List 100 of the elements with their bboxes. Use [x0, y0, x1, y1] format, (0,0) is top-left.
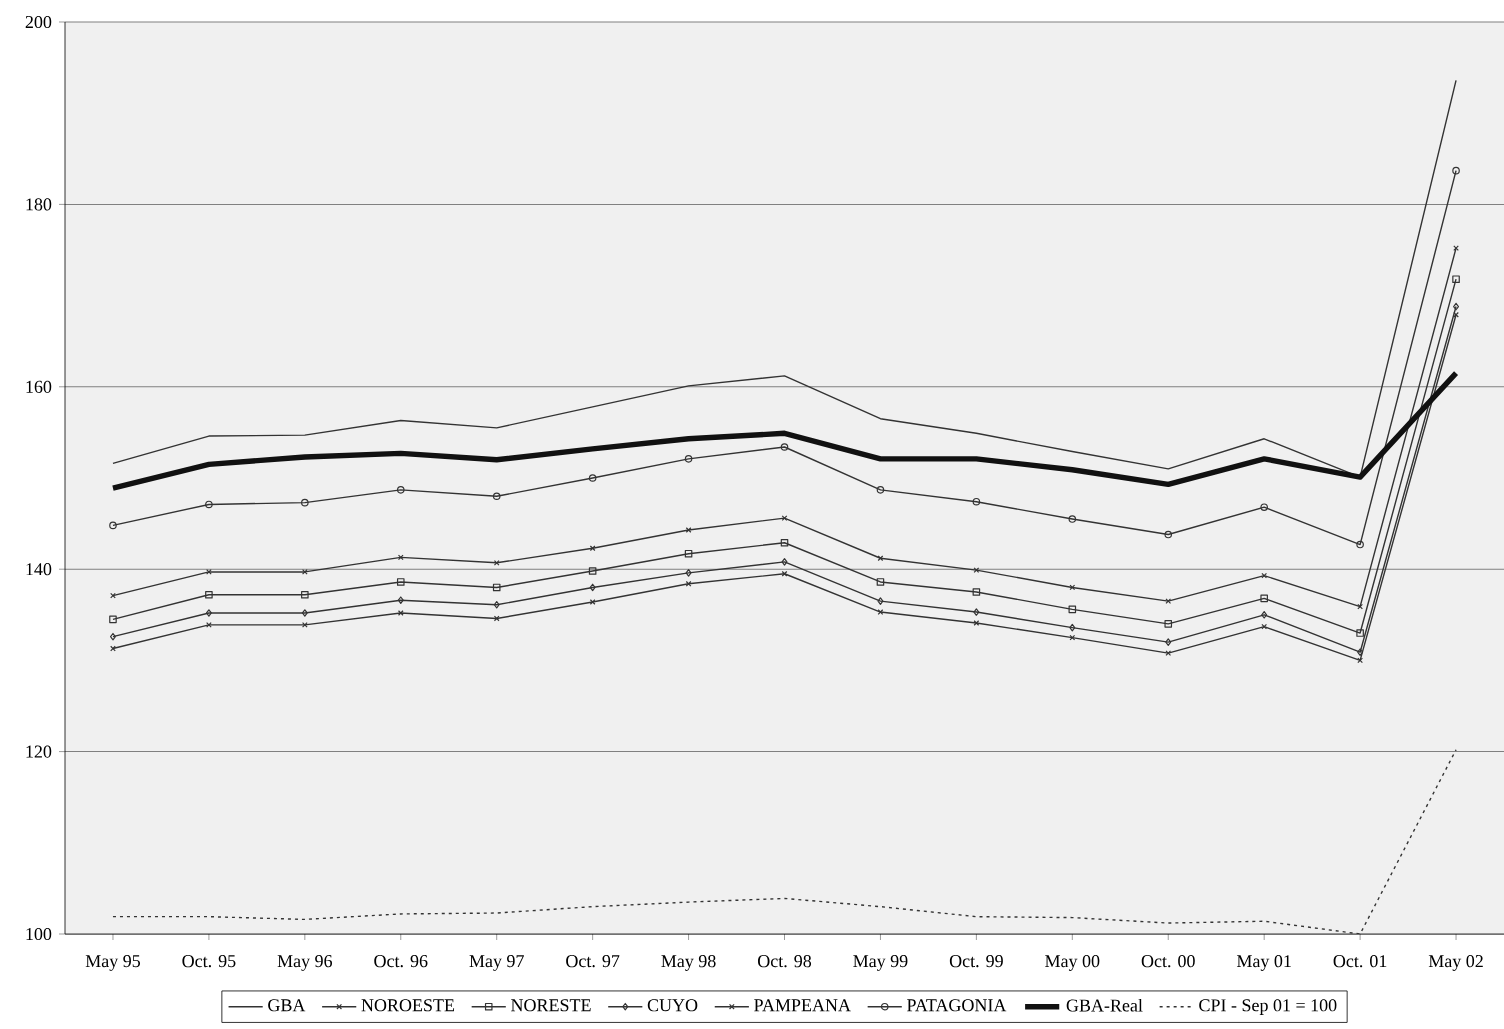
legend-label: PATAGONIA	[907, 999, 1007, 1012]
point	[1069, 584, 1076, 591]
y-tick-label: 120	[26, 745, 52, 758]
x-tick-label: Oct. 96	[374, 955, 428, 968]
point	[1357, 648, 1364, 656]
x-tick-label: May 98	[661, 955, 716, 971]
point	[493, 559, 500, 566]
x-tick-label: May 97	[469, 955, 524, 971]
point	[1453, 311, 1459, 318]
line-series	[112, 749, 1457, 934]
point	[301, 569, 308, 575]
point	[1165, 650, 1172, 656]
point	[492, 583, 501, 592]
point	[1165, 598, 1172, 604]
point	[493, 615, 500, 622]
point	[1261, 611, 1268, 619]
point	[877, 609, 884, 615]
x-tick-label: May 02	[1428, 955, 1483, 971]
point	[109, 521, 117, 530]
point	[973, 620, 980, 626]
point	[1356, 629, 1364, 637]
point	[1260, 594, 1268, 603]
point	[780, 538, 789, 547]
point	[1261, 623, 1268, 630]
y-tick-label: 100	[26, 927, 52, 941]
point	[1068, 515, 1077, 523]
point	[397, 554, 404, 561]
point	[589, 599, 596, 605]
point	[397, 596, 404, 605]
point	[876, 486, 885, 494]
point	[1164, 530, 1173, 539]
point	[205, 590, 213, 599]
y-tick-label: 140	[26, 563, 52, 576]
point	[876, 578, 885, 586]
point	[685, 580, 692, 587]
point	[877, 597, 884, 605]
point	[588, 474, 597, 482]
point	[588, 567, 597, 575]
x-tick-label: May 99	[853, 955, 908, 971]
x-tick-label: Oct. 99	[949, 955, 1003, 968]
point	[396, 578, 405, 586]
point	[973, 567, 980, 573]
point	[1068, 605, 1077, 614]
point	[972, 588, 981, 596]
x-tick-label: Oct. 95	[182, 955, 236, 968]
x-tick-label: Oct. 01	[1333, 955, 1387, 968]
point	[110, 592, 116, 599]
point	[1261, 572, 1268, 579]
point	[492, 492, 501, 501]
point	[1452, 275, 1460, 283]
point	[301, 590, 309, 599]
point	[684, 549, 693, 558]
point	[589, 583, 596, 592]
point	[684, 455, 693, 463]
point	[877, 555, 884, 562]
point	[301, 498, 309, 507]
point	[780, 443, 789, 451]
x-tick-label: Oct. 97	[566, 955, 620, 968]
x-tick-label: Oct. 00	[1141, 955, 1195, 968]
point	[397, 610, 404, 616]
point	[685, 527, 692, 533]
x-tick-label: May 95	[85, 955, 141, 971]
point	[1357, 657, 1363, 664]
x-tick-label: May 00	[1045, 955, 1100, 971]
point	[1164, 620, 1173, 628]
point	[589, 545, 596, 552]
point	[301, 609, 308, 617]
legend-label: CPI - Sep 01 = 100	[1199, 999, 1337, 1015]
point	[781, 515, 788, 521]
point	[1260, 503, 1268, 511]
point	[1165, 638, 1172, 646]
point	[1069, 634, 1076, 641]
point	[1069, 623, 1076, 632]
legend-label: PAMPEANA	[754, 999, 851, 1012]
legend-label: CUYO	[647, 999, 698, 1012]
point	[206, 621, 212, 628]
point	[781, 558, 788, 566]
point	[109, 632, 116, 641]
point	[685, 569, 692, 577]
legend-label: GBA-Real	[1066, 998, 1143, 1012]
y-tick-label: 160	[26, 380, 52, 393]
point	[973, 608, 980, 616]
y-tick-label: 200	[25, 15, 52, 29]
point	[205, 609, 212, 617]
point	[396, 486, 405, 494]
point	[493, 600, 500, 609]
point	[1356, 540, 1364, 549]
point	[1357, 603, 1363, 610]
x-tick-label: May 96	[277, 955, 333, 971]
legend-label: GBA	[268, 999, 306, 1012]
point	[972, 497, 981, 506]
point	[781, 570, 788, 577]
point	[1452, 166, 1460, 175]
x-tick-label: May 01	[1236, 955, 1291, 971]
legend-label: NOROESTE	[361, 999, 455, 1012]
point	[205, 500, 213, 509]
point	[1453, 302, 1460, 311]
point	[109, 615, 117, 624]
legend-label: NORESTE	[511, 999, 591, 1012]
y-tick-label: 180	[26, 198, 52, 211]
